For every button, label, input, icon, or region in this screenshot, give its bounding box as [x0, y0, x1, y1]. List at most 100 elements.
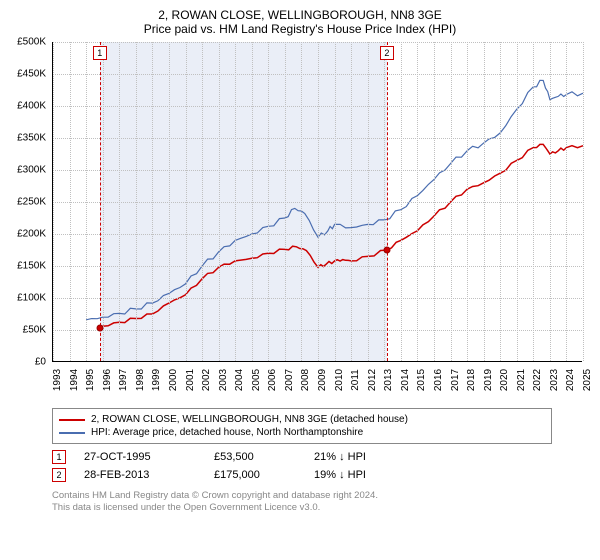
gridline-v	[417, 42, 418, 361]
sale-price: £53,500	[214, 451, 314, 463]
marker-line-2	[387, 42, 388, 361]
chart-area: £0£50K£100K£150K£200K£250K£300K£350K£400…	[10, 42, 590, 402]
legend-swatch	[59, 419, 85, 421]
legend-box: 2, ROWAN CLOSE, WELLINGBOROUGH, NN8 3GE …	[52, 408, 552, 444]
x-tick-label: 2011	[350, 369, 361, 391]
sale-pct: 19% ↓ HPI	[314, 469, 414, 481]
sale-date: 28-FEB-2013	[84, 469, 214, 481]
y-tick-label: £0	[35, 357, 46, 368]
y-tick-label: £150K	[17, 261, 46, 272]
footer-line2: This data is licensed under the Open Gov…	[52, 502, 590, 514]
sale-marker: 1	[52, 450, 66, 464]
x-tick-label: 2022	[532, 369, 543, 391]
x-tick-label: 1996	[102, 369, 113, 391]
gridline-v	[268, 42, 269, 361]
y-tick-label: £300K	[17, 165, 46, 176]
x-tick-label: 2015	[416, 369, 427, 391]
legend-label: 2, ROWAN CLOSE, WELLINGBOROUGH, NN8 3GE …	[91, 414, 408, 425]
x-tick-label: 2005	[251, 369, 262, 391]
gridline-v	[583, 42, 584, 361]
sale-price: £175,000	[214, 469, 314, 481]
gridline-v	[252, 42, 253, 361]
gridline-v	[136, 42, 137, 361]
sale-row: 2 28-FEB-2013£175,00019% ↓ HPI	[52, 466, 590, 484]
x-tick-label: 2012	[367, 369, 378, 391]
x-tick-label: 2024	[565, 369, 576, 391]
series-subject	[100, 144, 583, 327]
x-tick-label: 1997	[118, 369, 129, 391]
gridline-v	[70, 42, 71, 361]
x-tick-label: 2004	[234, 369, 245, 391]
y-tick-label: £400K	[17, 101, 46, 112]
marker-box-1: 1	[93, 46, 107, 60]
gridline-v	[451, 42, 452, 361]
gridline-v	[566, 42, 567, 361]
sale-date: 27-OCT-1995	[84, 451, 214, 463]
gridline-v	[318, 42, 319, 361]
footer-attribution: Contains HM Land Registry data © Crown c…	[52, 490, 590, 514]
gridline-v	[484, 42, 485, 361]
x-tick-label: 2008	[300, 369, 311, 391]
x-tick-label: 2001	[185, 369, 196, 391]
gridline-v	[103, 42, 104, 361]
gridline-v	[384, 42, 385, 361]
x-tick-label: 2009	[317, 369, 328, 391]
gridline-v	[86, 42, 87, 361]
gridline-v	[533, 42, 534, 361]
sale-marker: 2	[52, 468, 66, 482]
x-tick-label: 2018	[466, 369, 477, 391]
gridline-v	[186, 42, 187, 361]
gridline-v	[335, 42, 336, 361]
x-tick-label: 2007	[284, 369, 295, 391]
gridline-v	[152, 42, 153, 361]
y-tick-label: £450K	[17, 69, 46, 80]
gridline-v	[467, 42, 468, 361]
x-tick-label: 2016	[433, 369, 444, 391]
gridline-v	[550, 42, 551, 361]
plot-area: 12	[52, 42, 582, 362]
gridline-v	[301, 42, 302, 361]
gridline-v	[434, 42, 435, 361]
marker-line-1	[100, 42, 101, 361]
gridline-v	[285, 42, 286, 361]
y-tick-label: £500K	[17, 37, 46, 48]
marker-box-2: 2	[380, 46, 394, 60]
legend-row: 2, ROWAN CLOSE, WELLINGBOROUGH, NN8 3GE …	[59, 413, 545, 426]
gridline-v	[401, 42, 402, 361]
gridline-v	[368, 42, 369, 361]
x-tick-label: 2019	[483, 369, 494, 391]
x-tick-label: 2002	[201, 369, 212, 391]
gridline-v	[235, 42, 236, 361]
gridline-v	[53, 42, 54, 361]
x-tick-label: 1993	[52, 369, 63, 391]
gridline-v	[500, 42, 501, 361]
gridline-v	[219, 42, 220, 361]
chart-title-1: 2, ROWAN CLOSE, WELLINGBOROUGH, NN8 3GE	[10, 8, 590, 22]
sale-dot-1	[96, 324, 103, 331]
gridline-v	[169, 42, 170, 361]
x-tick-label: 2003	[218, 369, 229, 391]
gridline-v	[351, 42, 352, 361]
legend-label: HPI: Average price, detached house, Nort…	[91, 427, 363, 438]
gridline-v	[202, 42, 203, 361]
x-tick-label: 1999	[151, 369, 162, 391]
x-tick-label: 2025	[582, 369, 593, 391]
sales-list: 127-OCT-1995£53,50021% ↓ HPI228-FEB-2013…	[52, 448, 590, 484]
y-tick-label: £250K	[17, 197, 46, 208]
sale-row: 127-OCT-1995£53,50021% ↓ HPI	[52, 448, 590, 466]
chart-title-2: Price paid vs. HM Land Registry's House …	[10, 22, 590, 36]
x-tick-label: 2017	[450, 369, 461, 391]
x-tick-label: 1998	[135, 369, 146, 391]
x-tick-label: 2021	[516, 369, 527, 391]
x-axis-labels: 1993199419951996199719981999200020012002…	[52, 364, 582, 402]
x-tick-label: 1995	[85, 369, 96, 391]
y-tick-label: £100K	[17, 293, 46, 304]
sale-dot-2	[383, 247, 390, 254]
y-axis-labels: £0£50K£100K£150K£200K£250K£300K£350K£400…	[10, 42, 50, 362]
legend-swatch	[59, 432, 85, 434]
x-tick-label: 1994	[69, 369, 80, 391]
x-tick-label: 2020	[499, 369, 510, 391]
x-tick-label: 2006	[267, 369, 278, 391]
x-tick-label: 2010	[334, 369, 345, 391]
legend-row: HPI: Average price, detached house, Nort…	[59, 426, 545, 439]
